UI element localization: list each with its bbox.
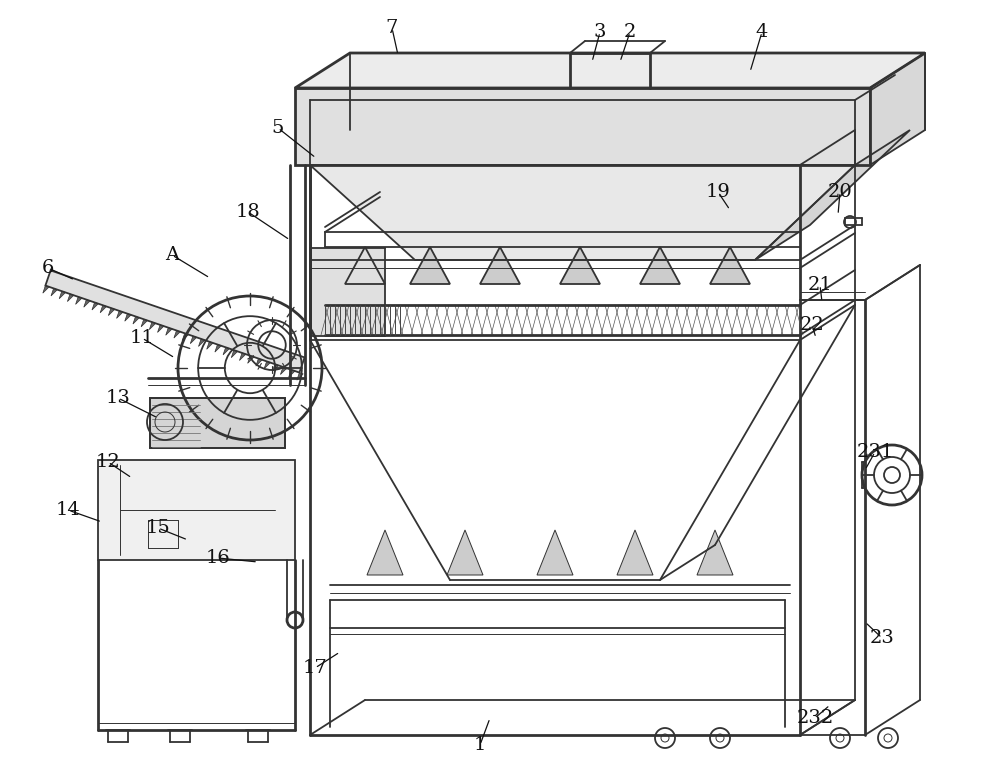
Polygon shape (697, 530, 733, 575)
Polygon shape (755, 130, 910, 260)
Text: 18: 18 (236, 203, 260, 221)
Polygon shape (640, 247, 680, 284)
Polygon shape (125, 314, 131, 321)
Polygon shape (248, 355, 254, 363)
Polygon shape (166, 327, 172, 335)
Polygon shape (295, 53, 925, 88)
Text: 5: 5 (272, 119, 284, 137)
Polygon shape (310, 165, 855, 260)
Polygon shape (92, 302, 98, 310)
Text: 12: 12 (96, 453, 120, 471)
Polygon shape (198, 339, 205, 346)
Text: 231: 231 (856, 443, 894, 461)
Polygon shape (537, 530, 573, 575)
Text: 14: 14 (56, 501, 80, 519)
Polygon shape (141, 319, 148, 327)
Polygon shape (617, 530, 653, 575)
Text: 7: 7 (386, 19, 398, 37)
Text: 1: 1 (474, 736, 486, 754)
Polygon shape (231, 350, 238, 358)
Polygon shape (43, 286, 49, 293)
Polygon shape (149, 322, 156, 330)
Text: A: A (165, 246, 179, 264)
Polygon shape (256, 359, 262, 366)
Polygon shape (264, 361, 270, 369)
Text: 15: 15 (146, 519, 170, 537)
Polygon shape (59, 291, 66, 299)
Polygon shape (272, 364, 279, 372)
Text: 19: 19 (706, 183, 730, 201)
Polygon shape (297, 373, 303, 380)
Polygon shape (560, 247, 600, 284)
Polygon shape (280, 367, 287, 374)
Polygon shape (100, 305, 107, 312)
Text: 3: 3 (594, 23, 606, 41)
Polygon shape (223, 348, 229, 355)
Polygon shape (51, 288, 57, 296)
Polygon shape (295, 88, 870, 165)
Polygon shape (174, 330, 180, 338)
Polygon shape (158, 325, 164, 333)
Text: 23: 23 (870, 629, 894, 647)
Text: 4: 4 (756, 23, 768, 41)
Text: 13: 13 (106, 389, 130, 407)
Polygon shape (84, 300, 90, 307)
Polygon shape (182, 334, 188, 341)
Text: 6: 6 (42, 259, 54, 277)
Text: 22: 22 (800, 316, 824, 334)
Polygon shape (447, 530, 483, 575)
Polygon shape (367, 530, 403, 575)
Polygon shape (190, 336, 197, 344)
Text: 21: 21 (808, 276, 832, 294)
Polygon shape (108, 308, 115, 316)
Polygon shape (870, 53, 925, 165)
Text: 11: 11 (130, 329, 154, 347)
Polygon shape (98, 460, 295, 560)
Polygon shape (710, 247, 750, 284)
Text: 20: 20 (828, 183, 852, 201)
Text: 17: 17 (303, 659, 327, 677)
Text: 2: 2 (624, 23, 636, 41)
Polygon shape (207, 341, 213, 349)
Polygon shape (345, 247, 385, 284)
Polygon shape (410, 247, 450, 284)
Polygon shape (45, 270, 305, 373)
Polygon shape (289, 370, 295, 377)
Polygon shape (150, 398, 285, 448)
Polygon shape (310, 248, 385, 336)
Polygon shape (117, 311, 123, 319)
Polygon shape (239, 353, 246, 360)
Polygon shape (133, 316, 139, 324)
Polygon shape (480, 247, 520, 284)
Text: 16: 16 (206, 549, 230, 567)
Polygon shape (76, 297, 82, 305)
Polygon shape (67, 294, 74, 301)
Text: 232: 232 (796, 709, 834, 727)
Polygon shape (215, 345, 221, 352)
